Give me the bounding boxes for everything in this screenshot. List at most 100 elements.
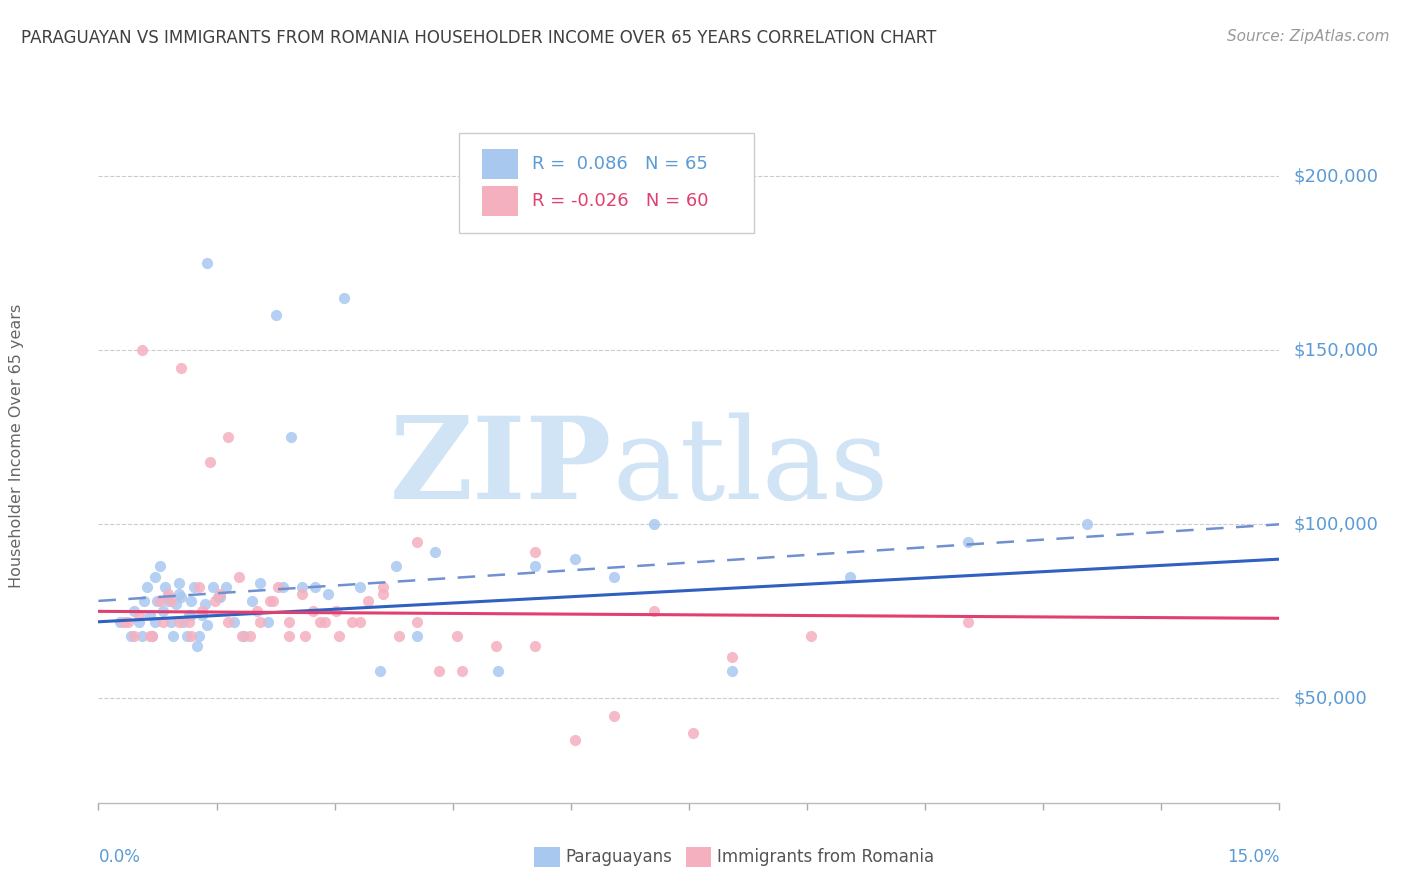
Point <box>290 580 312 594</box>
Point <box>112 615 135 629</box>
Point <box>180 629 202 643</box>
Point <box>1076 517 1098 532</box>
Point <box>207 591 229 605</box>
Point <box>309 615 332 629</box>
Point <box>278 629 301 643</box>
Point <box>278 615 301 629</box>
Point <box>156 587 179 601</box>
Point <box>141 629 163 643</box>
Point <box>170 591 193 605</box>
Point <box>167 576 190 591</box>
Point <box>177 615 200 629</box>
Point <box>132 594 155 608</box>
Point <box>122 604 145 618</box>
Point <box>262 594 284 608</box>
Point <box>406 615 429 629</box>
Point <box>231 629 253 643</box>
Point <box>246 604 269 618</box>
Point <box>128 615 150 629</box>
Point <box>239 629 262 643</box>
Point <box>194 598 217 612</box>
Point <box>294 629 316 643</box>
Point <box>233 629 256 643</box>
Point <box>217 615 239 629</box>
Point <box>183 580 205 594</box>
Point <box>373 587 395 601</box>
Point <box>524 559 547 574</box>
Point <box>385 559 408 574</box>
Point <box>957 615 980 629</box>
Text: $100,000: $100,000 <box>1294 516 1378 533</box>
Point <box>325 604 347 618</box>
Point <box>839 569 862 583</box>
Point <box>177 607 200 622</box>
Point <box>160 615 183 629</box>
Point <box>340 615 363 629</box>
Point <box>201 580 224 594</box>
Point <box>209 587 232 601</box>
Point <box>138 629 160 643</box>
Point <box>152 604 174 618</box>
Point <box>357 594 380 608</box>
Point <box>215 580 238 594</box>
Point <box>136 580 159 594</box>
Point <box>162 629 184 643</box>
Point <box>176 629 198 643</box>
Point <box>301 604 323 618</box>
Point <box>117 615 139 629</box>
Point <box>318 587 340 601</box>
Point <box>222 615 245 629</box>
Point <box>259 594 281 608</box>
Point <box>160 594 183 608</box>
Point <box>143 569 166 583</box>
Point <box>180 594 202 608</box>
Point <box>188 629 211 643</box>
Text: Source: ZipAtlas.com: Source: ZipAtlas.com <box>1226 29 1389 44</box>
Point <box>643 604 665 618</box>
Point <box>186 639 208 653</box>
Point <box>603 708 626 723</box>
Point <box>165 598 187 612</box>
Point <box>146 594 169 608</box>
Text: $50,000: $50,000 <box>1294 690 1368 707</box>
Point <box>131 629 153 643</box>
Point <box>167 615 190 629</box>
Text: PARAGUAYAN VS IMMIGRANTS FROM ROMANIA HOUSEHOLDER INCOME OVER 65 YEARS CORRELATI: PARAGUAYAN VS IMMIGRANTS FROM ROMANIA HO… <box>21 29 936 46</box>
Point <box>204 594 226 608</box>
Point <box>564 733 586 747</box>
Point <box>368 664 391 678</box>
Point <box>643 517 665 532</box>
Point <box>256 615 278 629</box>
Point <box>249 576 271 591</box>
Bar <box>482 149 517 179</box>
Point <box>349 580 371 594</box>
Point <box>290 587 312 601</box>
Point <box>228 569 250 583</box>
Text: $150,000: $150,000 <box>1294 342 1379 359</box>
Point <box>195 618 218 632</box>
Point <box>138 607 160 622</box>
Point <box>180 607 202 622</box>
Point <box>406 534 429 549</box>
Point <box>273 580 295 594</box>
Point <box>349 615 371 629</box>
Point <box>240 594 263 608</box>
Point <box>264 309 287 323</box>
FancyBboxPatch shape <box>458 134 754 234</box>
Point <box>155 580 177 594</box>
Point <box>167 587 190 601</box>
Point <box>314 615 336 629</box>
Point <box>143 615 166 629</box>
Point <box>188 580 211 594</box>
Point <box>200 455 222 469</box>
Point <box>800 629 823 643</box>
Text: R = -0.026   N = 60: R = -0.026 N = 60 <box>531 192 709 210</box>
Point <box>446 629 468 643</box>
Point <box>451 664 474 678</box>
Point <box>721 649 744 664</box>
Point <box>388 629 411 643</box>
Point <box>957 534 980 549</box>
Point <box>217 430 239 444</box>
Point <box>425 545 447 559</box>
Text: $200,000: $200,000 <box>1294 167 1379 186</box>
